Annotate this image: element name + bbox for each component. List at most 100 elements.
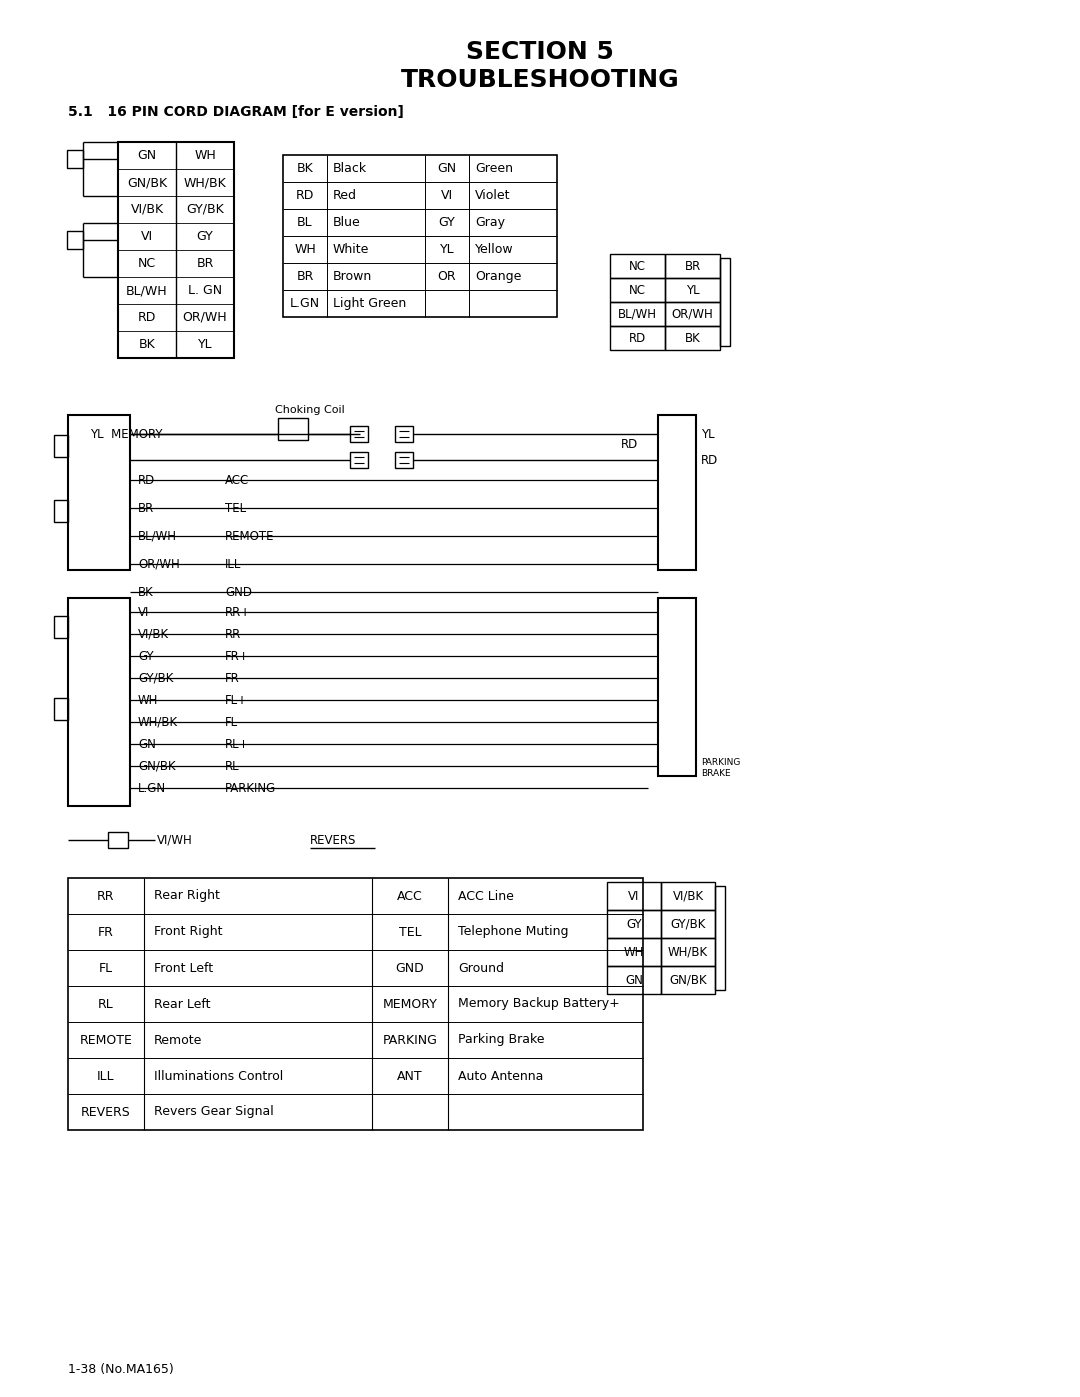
Bar (607, 909, 661, 937)
Text: Auto Antenna: Auto Antenna (458, 1070, 543, 1083)
Bar (108, 833, 129, 848)
Text: WH: WH (138, 693, 159, 707)
Text: NC: NC (629, 260, 646, 272)
Text: BL/WH: BL/WH (126, 284, 167, 298)
Bar (610, 278, 665, 302)
Text: GND: GND (395, 961, 424, 975)
Bar (54, 434, 68, 457)
Text: Blue: Blue (333, 217, 361, 229)
Text: VI/WH: VI/WH (157, 834, 192, 847)
Bar (395, 453, 413, 468)
Text: MEMORY: MEMORY (382, 997, 437, 1010)
Text: Red: Red (333, 189, 357, 203)
Text: FR-: FR- (225, 672, 244, 685)
Text: RL+: RL+ (225, 738, 249, 750)
Text: RD: RD (296, 189, 314, 203)
Text: RR: RR (97, 890, 114, 902)
Text: GY: GY (626, 918, 642, 930)
Text: Revers Gear Signal: Revers Gear Signal (154, 1105, 273, 1119)
Text: TEL: TEL (225, 502, 246, 514)
Text: VI: VI (629, 890, 639, 902)
Text: Violet: Violet (475, 189, 511, 203)
Text: RL-: RL- (225, 760, 244, 773)
Bar (610, 302, 665, 326)
Text: GN: GN (437, 162, 457, 175)
Text: BK: BK (138, 338, 156, 351)
Text: GN: GN (137, 149, 157, 162)
Text: GY/BK: GY/BK (671, 918, 705, 930)
Bar (67, 231, 83, 249)
Text: Telephone Muting: Telephone Muting (458, 925, 568, 939)
Bar (665, 302, 720, 326)
Text: Gray: Gray (475, 217, 505, 229)
Text: OR/WH: OR/WH (183, 312, 227, 324)
Text: BR: BR (296, 270, 313, 284)
Text: BR: BR (197, 257, 214, 270)
Text: YL: YL (701, 427, 715, 440)
Text: RR-: RR- (225, 627, 245, 640)
Bar (68, 598, 130, 806)
Text: RD: RD (138, 312, 157, 324)
Text: Rear Right: Rear Right (154, 890, 220, 902)
Text: Memory Backup Battery+: Memory Backup Battery+ (458, 997, 620, 1010)
Text: RD: RD (621, 439, 638, 451)
Text: TROUBLESHOOTING: TROUBLESHOOTING (401, 68, 679, 92)
Text: Parking Brake: Parking Brake (458, 1034, 544, 1046)
Text: Brown: Brown (333, 270, 373, 284)
Text: FR+: FR+ (225, 650, 249, 662)
Text: GY: GY (197, 231, 214, 243)
Text: REMOTE: REMOTE (80, 1034, 133, 1046)
Text: Orange: Orange (475, 270, 522, 284)
Text: Remote: Remote (154, 1034, 202, 1046)
Text: Yellow: Yellow (475, 243, 514, 256)
Bar (68, 415, 130, 570)
Bar (610, 326, 665, 351)
Text: VI/BK: VI/BK (673, 890, 703, 902)
Text: VI: VI (140, 231, 153, 243)
Text: PARKING: PARKING (382, 1034, 437, 1046)
Text: White: White (333, 243, 369, 256)
Text: Black: Black (333, 162, 367, 175)
Text: Green: Green (475, 162, 513, 175)
Text: Front Right: Front Right (154, 925, 222, 939)
Text: NC: NC (629, 284, 646, 296)
Bar (661, 965, 715, 995)
Text: REVERS: REVERS (310, 834, 356, 847)
Text: GY/BK: GY/BK (186, 203, 224, 217)
Bar (283, 155, 557, 317)
Bar (665, 278, 720, 302)
Text: TEL: TEL (399, 925, 421, 939)
Text: Illuminations Control: Illuminations Control (154, 1070, 283, 1083)
Text: BL: BL (297, 217, 313, 229)
Text: 1-38 (No.MA165): 1-38 (No.MA165) (68, 1363, 174, 1376)
Text: WH/BK: WH/BK (184, 176, 227, 189)
Text: PARKING: PARKING (225, 781, 276, 795)
Text: RR+: RR+ (225, 605, 252, 619)
Text: FL: FL (99, 961, 113, 975)
Text: ACC: ACC (225, 474, 249, 486)
Bar (68, 877, 643, 1130)
Bar (54, 500, 68, 522)
Text: GY/BK: GY/BK (138, 672, 174, 685)
Bar (67, 149, 83, 168)
Text: YL: YL (440, 243, 455, 256)
Bar (350, 426, 368, 441)
Text: WH: WH (194, 149, 216, 162)
Text: WH/BK: WH/BK (667, 946, 708, 958)
Bar (607, 882, 661, 909)
Text: GY: GY (138, 650, 153, 662)
Text: BK: BK (138, 585, 153, 598)
Text: ANT: ANT (397, 1070, 422, 1083)
Text: ACC: ACC (397, 890, 423, 902)
Bar (54, 698, 68, 719)
Text: FL+: FL+ (225, 693, 248, 707)
Bar (54, 616, 68, 638)
Bar (715, 886, 725, 990)
Text: GN/BK: GN/BK (127, 176, 167, 189)
Text: BK: BK (297, 162, 313, 175)
Text: GN/BK: GN/BK (138, 760, 176, 773)
Bar (661, 937, 715, 965)
Text: BK: BK (685, 331, 700, 345)
Text: Ground: Ground (458, 961, 504, 975)
Text: WH/BK: WH/BK (138, 715, 178, 728)
